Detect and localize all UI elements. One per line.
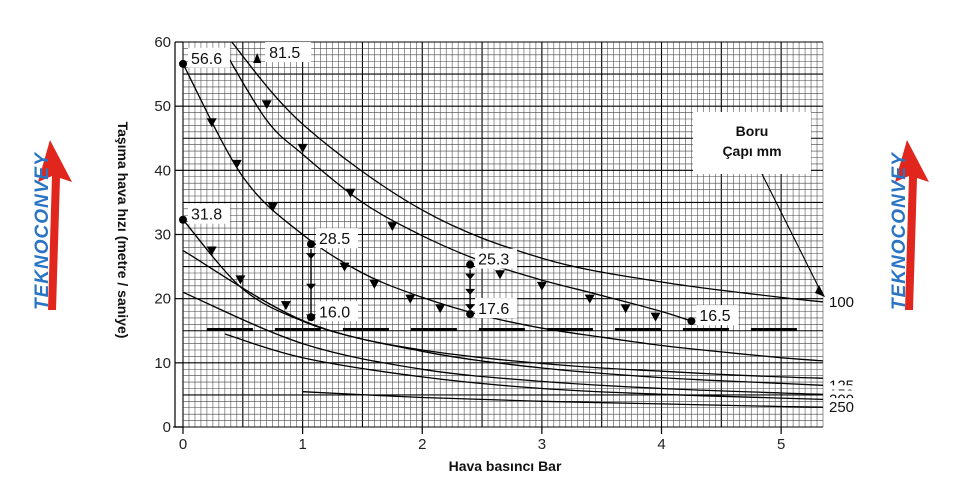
point-label-bg [475, 248, 518, 269]
y-tick-label: 60 [154, 34, 171, 51]
data-point [466, 260, 475, 269]
legend-box: Boru Çapı mm [693, 112, 811, 174]
triangle-marker [235, 275, 246, 285]
down-arrow-head [306, 283, 316, 290]
x-tick-label: 5 [777, 436, 785, 453]
down-arrow-head [465, 304, 476, 311]
series-label-100: 100 [829, 294, 854, 311]
triangle-marker [650, 312, 661, 322]
series-line-200 [224, 333, 823, 401]
legend-line1: Boru [736, 123, 769, 139]
triangle-marker [584, 294, 595, 304]
down-arrow-head [306, 253, 316, 260]
point-label: 17.6 [478, 301, 509, 318]
point-label: 25.3 [478, 252, 509, 269]
triangle-marker [297, 143, 308, 153]
triangle-marker [206, 246, 217, 256]
point-label: 28.5 [319, 231, 350, 248]
y-tick-label: 30 [154, 227, 171, 244]
point-label-bg [696, 305, 739, 326]
triangle-marker [369, 279, 380, 289]
top-label-bg [265, 42, 312, 63]
x-axis-title: Hava basıncı Bar [449, 458, 562, 474]
top-arrow-marker [253, 53, 262, 64]
series-line-100 [230, 42, 823, 303]
triangle-marker [339, 262, 350, 272]
triangle-marker [435, 304, 446, 314]
logo-left: TEKNOCONVEY [32, 140, 72, 310]
triangle-marker [261, 100, 272, 110]
data-point [687, 317, 696, 326]
y-tick-label: 0 [163, 419, 171, 436]
labels-layer: 56.6 31.8 28.5 16.0 25.3 17.6 16.5 81.5 [179, 42, 739, 326]
point-label: 31.8 [191, 207, 222, 224]
triangle-marker [387, 222, 398, 232]
triangle-marker [280, 301, 291, 311]
marks-layer [206, 100, 825, 331]
point-label-bg [316, 301, 358, 322]
point-label-bg [316, 228, 358, 249]
point-label: 16.5 [699, 308, 730, 325]
series-label-250: 250 [829, 399, 854, 416]
legend-pointer-line [761, 173, 820, 289]
x-tick-label: 1 [298, 436, 306, 453]
triangle-marker [405, 294, 416, 304]
point-label-bg [188, 47, 230, 68]
series-layer: 100125150200250 [183, 42, 861, 417]
conveying-curve-3 [183, 219, 823, 379]
data-point [307, 313, 315, 322]
logo-left-text: TEKNOCONVEY [32, 151, 53, 310]
series-label-bg [825, 292, 861, 311]
top-label: 81.5 [269, 45, 300, 62]
down-arrow-head [465, 288, 476, 295]
triangle-marker [231, 159, 242, 169]
triangle-marker [206, 118, 217, 128]
point-label-bg [188, 203, 230, 224]
data-point [179, 215, 187, 224]
y-tick-label: 10 [154, 355, 171, 372]
y-tick-label: 50 [154, 98, 171, 115]
triangle-marker [620, 304, 631, 314]
triangle-marker [536, 281, 547, 291]
data-point [466, 310, 475, 319]
down-arrow-head [465, 273, 476, 280]
point-label-bg [475, 298, 518, 319]
data-point [179, 59, 187, 68]
x-tick-label: 2 [418, 436, 426, 453]
axes: 0 10 20 30 40 50 60 0 1 2 3 4 5 [154, 34, 785, 453]
data-point [307, 240, 315, 249]
series-label-bg [825, 398, 861, 417]
point-label: 16.0 [319, 304, 350, 321]
series-line-150 [183, 291, 823, 395]
red-arrow-icon [38, 140, 72, 310]
triangle-marker [495, 270, 506, 280]
point-label: 56.6 [191, 51, 222, 68]
red-arrow-icon [895, 140, 929, 310]
conveying-curve-2 [224, 51, 692, 322]
triangle-marker [267, 202, 278, 212]
logo-right: TEKNOCONVEY [889, 140, 929, 310]
grid [182, 41, 824, 428]
legend-line2: Çapı mm [722, 143, 781, 159]
series-line-250 [302, 391, 823, 408]
x-tick-label: 4 [657, 436, 665, 453]
legend-pointer-arrowhead [815, 284, 825, 297]
logo-right-text: TEKNOCONVEY [889, 151, 910, 310]
x-tick-label: 0 [179, 436, 187, 453]
triangle-marker [345, 188, 356, 198]
y-axis-title: Taşıma hava hızı (metre / saniye) [115, 122, 131, 339]
x-tick-label: 3 [538, 436, 546, 453]
y-tick-label: 40 [154, 162, 171, 179]
y-tick-label: 20 [154, 291, 171, 308]
